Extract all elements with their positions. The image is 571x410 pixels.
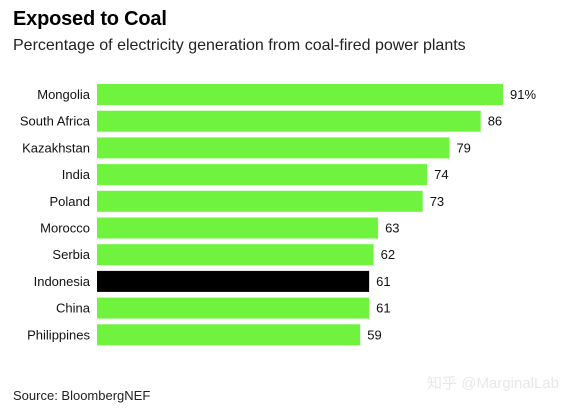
bar-chart: Mongolia 91% South Africa 86 Kazakhstan 79 Ind… — [20, 84, 536, 346]
value-label-kazakhstan: 79 — [456, 140, 470, 155]
value-label-india: 74 — [434, 167, 448, 182]
bar-kazakhstan — [97, 137, 450, 159]
value-label-morocco: 63 — [385, 221, 399, 236]
bar-south-africa — [97, 110, 481, 132]
value-label-china: 61 — [376, 301, 390, 316]
category-label-mongolia: Mongolia — [37, 87, 91, 102]
bar-poland — [97, 190, 423, 212]
category-label-indonesia: Indonesia — [34, 274, 91, 289]
bar-indonesia — [97, 270, 370, 292]
bar-india — [97, 164, 428, 186]
bar-china — [97, 297, 370, 319]
source-note: Source: BloombergNEF — [13, 388, 151, 403]
value-label-philippines: 59 — [367, 327, 381, 342]
chart-title: Exposed to Coal — [13, 8, 167, 30]
value-label-poland: 73 — [430, 194, 444, 209]
value-label-south-africa: 86 — [488, 114, 502, 129]
bar-mongolia — [97, 84, 503, 105]
category-label-india: India — [62, 167, 91, 182]
category-label-philippines: Philippines — [27, 327, 90, 342]
bar-serbia — [97, 244, 374, 266]
bar-morocco — [97, 217, 379, 239]
value-label-serbia: 62 — [381, 247, 395, 262]
category-label-poland: Poland — [50, 194, 90, 209]
chart-subtitle: Percentage of electricity generation fro… — [13, 37, 466, 54]
value-label-indonesia: 61 — [376, 274, 390, 289]
category-label-china: China — [56, 301, 91, 316]
bar-philippines — [97, 324, 361, 346]
value-label-mongolia: 91% — [510, 87, 536, 102]
category-label-serbia: Serbia — [52, 247, 90, 262]
category-label-morocco: Morocco — [40, 221, 90, 236]
category-label-south-africa: South Africa — [20, 114, 91, 129]
watermark: 知乎 @MarginalLab — [427, 375, 559, 392]
category-label-kazakhstan: Kazakhstan — [22, 140, 90, 155]
